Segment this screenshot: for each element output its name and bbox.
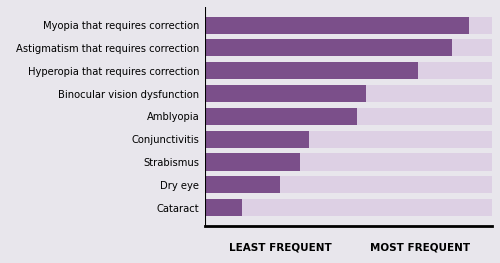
Bar (205, 62, 492, 79)
Text: LEAST FREQUENT: LEAST FREQUENT (228, 242, 332, 252)
Bar (205, 17, 492, 34)
Bar (205, 131, 308, 148)
Bar (205, 176, 280, 193)
Bar (205, 199, 242, 216)
Bar (205, 131, 492, 148)
Bar (205, 153, 492, 171)
Bar (205, 199, 492, 216)
Bar (205, 108, 492, 125)
Bar (205, 39, 492, 57)
Bar (205, 108, 358, 125)
Bar (205, 153, 300, 171)
Bar (205, 39, 452, 57)
Bar (205, 62, 418, 79)
Bar (205, 85, 492, 102)
Bar (205, 176, 492, 193)
Text: MOST FREQUENT: MOST FREQUENT (370, 242, 470, 252)
Bar (205, 17, 469, 34)
Bar (205, 85, 366, 102)
